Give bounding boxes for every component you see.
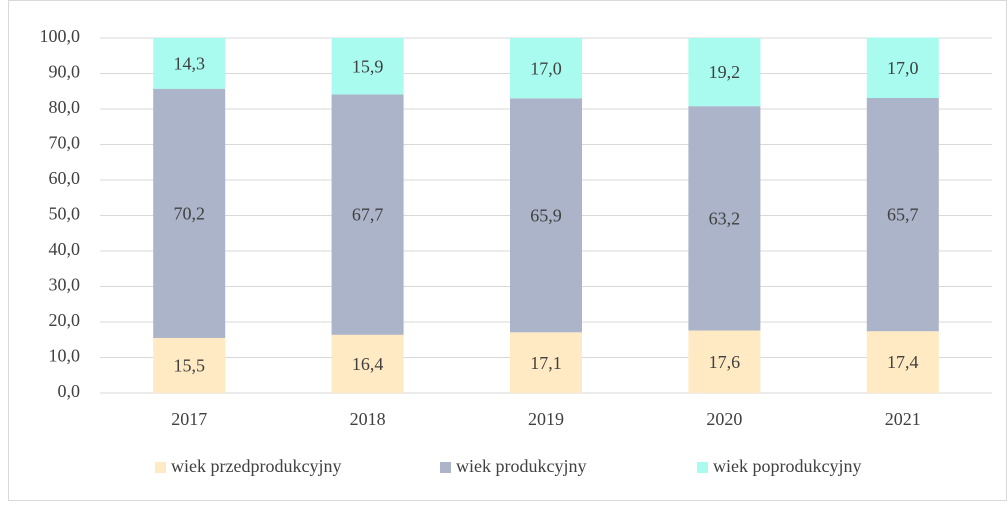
legend-label: wiek produkcyjny [456, 456, 586, 476]
x-tick-label: 2018 [350, 409, 386, 429]
bar-segment [331, 334, 404, 393]
legend-label: wiek poprodukcyjny [713, 456, 861, 476]
y-tick-label: 80,0 [49, 97, 81, 117]
y-tick-label: 50,0 [49, 204, 81, 224]
bar-segment [688, 38, 761, 107]
x-tick-label: 2019 [528, 409, 564, 429]
bar-segment [866, 97, 939, 332]
bar-segment [510, 38, 582, 99]
data-label: 14,3 [173, 54, 205, 74]
y-tick-label: 20,0 [49, 310, 81, 330]
data-label: 17,6 [709, 352, 741, 372]
bar-segment [331, 38, 404, 95]
data-label: 17,0 [887, 58, 919, 78]
data-label: 17,0 [530, 58, 562, 78]
y-tick-label: 40,0 [49, 239, 81, 259]
data-label: 15,9 [352, 56, 384, 76]
bar-segment [153, 88, 226, 338]
data-label: 70,2 [173, 203, 205, 223]
x-tick-label: 2021 [885, 409, 921, 429]
y-tick-label: 0,0 [58, 381, 81, 401]
y-tick-label: 90,0 [49, 62, 81, 82]
bar-segment [866, 37, 939, 98]
legend-swatch [697, 462, 708, 473]
y-tick-label: 10,0 [49, 346, 81, 366]
data-label: 63,2 [709, 208, 741, 228]
bar-segment [510, 98, 582, 333]
bar-segment [153, 337, 226, 393]
y-tick-label: 30,0 [49, 275, 81, 295]
data-label: 19,2 [709, 62, 741, 82]
x-tick-label: 2017 [171, 409, 207, 429]
bar-segment [153, 38, 226, 89]
legend-swatch [440, 462, 451, 473]
y-tick-label: 100,0 [40, 26, 81, 46]
legend-swatch [155, 462, 166, 473]
bar-segment [866, 331, 939, 393]
data-label: 65,7 [887, 205, 919, 225]
bar-segment [331, 94, 404, 335]
y-tick-label: 70,0 [49, 133, 81, 153]
data-label: 65,9 [530, 205, 562, 225]
bar-segment [688, 106, 761, 331]
data-label: 17,4 [887, 352, 919, 372]
x-tick-label: 2020 [706, 409, 742, 429]
bar-segment [688, 330, 761, 393]
data-label: 15,5 [173, 356, 205, 376]
y-tick-label: 60,0 [49, 168, 81, 188]
data-label: 16,4 [352, 354, 384, 374]
data-label: 17,1 [530, 353, 562, 373]
bar-segment [510, 332, 582, 393]
data-label: 67,7 [352, 205, 384, 225]
legend-label: wiek przedprodukcyjny [171, 456, 341, 476]
